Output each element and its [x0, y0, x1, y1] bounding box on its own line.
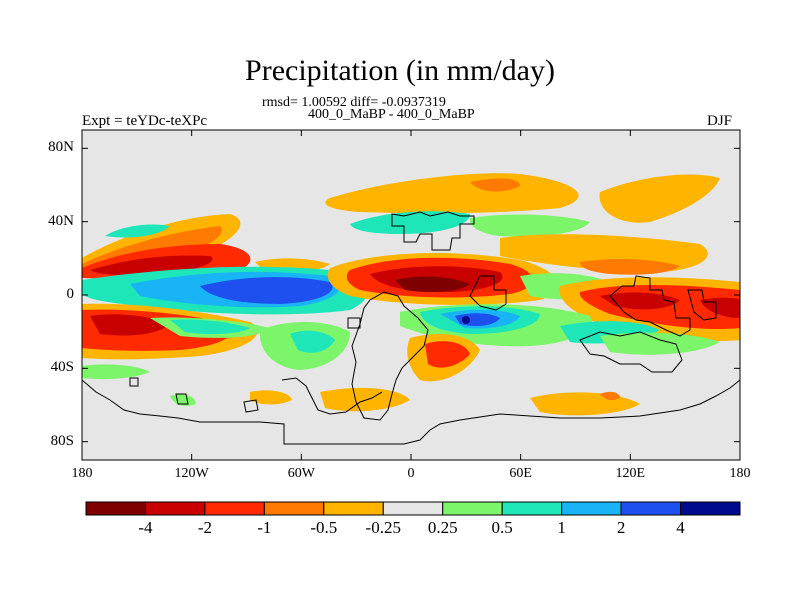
colorbar-label: -1: [257, 518, 272, 537]
coastline-peninsula: [281, 377, 383, 415]
anomaly-patch: [105, 224, 170, 238]
coastline-antarctica: [81, 379, 741, 445]
anomaly-patch: [250, 390, 292, 405]
coastline-asia: [609, 275, 691, 337]
anomaly-patch: [600, 332, 720, 355]
lon-tick-label: 180: [71, 466, 93, 481]
colorbar-label: 2: [616, 518, 626, 537]
colorbar-swatch: [620, 501, 682, 516]
axis-ticks: [81, 130, 741, 460]
rmsd-diff-stats: rmsd= 1.00592 diff= -0.0937319: [262, 95, 446, 110]
lat-tick-label: 0: [66, 286, 75, 302]
anomaly-patch: [90, 314, 170, 336]
anomaly-patch: [700, 297, 740, 318]
colorbar-swatch: [263, 501, 325, 516]
colorbar-label: 0.25: [427, 518, 458, 537]
anomaly-patch: [200, 277, 333, 304]
lon-tick-label: 60E: [509, 466, 532, 481]
colorbar-swatch: [501, 501, 563, 516]
colorbar-label: -0.5: [310, 518, 338, 537]
season-label: DJF: [707, 113, 733, 129]
coastline-maritime: [687, 289, 717, 321]
anomaly-patch: [395, 276, 470, 292]
lon-tick-label: 180: [729, 466, 751, 481]
anomaly-patch: [600, 391, 620, 401]
colorbar-swatch: [144, 501, 206, 516]
coastlines: [81, 211, 741, 445]
precip-field: [82, 173, 740, 416]
lon-tick-label: 0: [407, 466, 415, 481]
anomaly-patch: [600, 292, 680, 310]
colorbar-label: -0.25: [365, 518, 401, 537]
anomaly-patch: [350, 211, 470, 234]
anomaly-patch: [170, 319, 250, 335]
coastline-australia: [579, 331, 683, 373]
colorbar-label: 0.5: [491, 518, 513, 537]
colorbar-swatch: [85, 501, 146, 516]
colorbar-swatch: [561, 501, 622, 516]
anomaly-patch: [462, 316, 470, 324]
lat-tick-label: 40S: [50, 359, 74, 376]
map-panel: [81, 129, 741, 461]
anomaly-patch: [320, 387, 410, 412]
colorbar-label: 4: [676, 518, 685, 537]
coastline-north-america: [391, 211, 475, 251]
colorbar-label: 1: [557, 518, 566, 537]
anomaly-patch: [290, 330, 335, 353]
anomaly-patch: [82, 364, 150, 380]
anomaly-patch: [580, 259, 680, 275]
lat-tick-label: 40N: [48, 212, 74, 229]
plot-title: Precipitation (in mm/day): [245, 54, 555, 87]
colorbar-swatch: [442, 501, 503, 516]
lon-tick-label: 60W: [287, 466, 315, 481]
colorbar-swatch: [323, 501, 384, 516]
coastline-island: [175, 393, 189, 405]
colorbar-label: -4: [138, 518, 153, 537]
anomaly-patch: [425, 341, 470, 368]
colorbar-swatch: [680, 501, 741, 516]
anomaly-patch: [469, 214, 590, 237]
coastline-island: [243, 399, 259, 413]
anomaly-patch: [599, 174, 720, 223]
lon-tick-label: 120E: [615, 466, 646, 481]
coastline-south-america: [351, 291, 429, 421]
lat-tick-label: 80S: [50, 432, 74, 449]
colorbar-swatch: [382, 501, 444, 516]
lat-tick-label: 80N: [48, 139, 74, 156]
colorbar-label: -2: [197, 518, 212, 537]
coastline-island: [347, 317, 361, 329]
experiment-label: Expt = teYDc-teXPc: [82, 113, 208, 129]
coastline-island: [129, 377, 139, 387]
anomaly-patch: [470, 178, 520, 192]
period-subtitle: 400_0_MaBP - 400_0_MaBP: [308, 107, 475, 122]
colorbar: [85, 501, 741, 516]
colorbar-swatch: [204, 501, 265, 516]
lon-tick-label: 120W: [174, 466, 209, 481]
coastline-africa: [469, 275, 507, 311]
